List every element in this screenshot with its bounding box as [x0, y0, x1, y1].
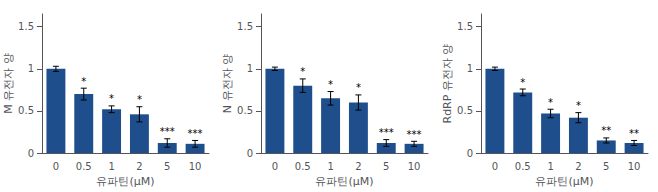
svg-text:1: 1 — [547, 161, 553, 172]
svg-text:0: 0 — [467, 148, 473, 159]
svg-text:1: 1 — [467, 63, 473, 74]
svg-text:유파틴(μM): 유파틴(μM) — [535, 175, 593, 188]
svg-text:유파틴(μM): 유파틴(μM) — [96, 175, 154, 188]
svg-text:*: * — [520, 77, 525, 88]
svg-text:1: 1 — [28, 63, 34, 74]
svg-text:0.5: 0.5 — [237, 105, 253, 116]
svg-text:10: 10 — [628, 161, 641, 172]
svg-text:RdRP 유전자 양: RdRP 유전자 양 — [441, 44, 454, 124]
svg-text:**: ** — [629, 128, 639, 139]
svg-text:2: 2 — [136, 161, 142, 172]
svg-text:0.5: 0.5 — [457, 105, 473, 116]
svg-text:0.5: 0.5 — [295, 161, 311, 172]
svg-text:1.5: 1.5 — [457, 21, 473, 32]
svg-text:2: 2 — [575, 161, 581, 172]
svg-text:*: * — [328, 79, 333, 90]
svg-text:***: *** — [188, 128, 203, 139]
svg-text:M 유전자 양: M 유전자 양 — [2, 53, 15, 113]
svg-text:유파틴(μM): 유파틴(μM) — [315, 175, 373, 188]
svg-text:10: 10 — [408, 161, 421, 172]
svg-text:*: * — [576, 100, 581, 111]
svg-text:0: 0 — [53, 161, 59, 172]
svg-text:1.5: 1.5 — [237, 21, 253, 32]
svg-text:0: 0 — [247, 148, 253, 159]
svg-text:1: 1 — [247, 63, 253, 74]
svg-text:0: 0 — [272, 161, 278, 172]
svg-text:0.5: 0.5 — [18, 105, 34, 116]
svg-text:5: 5 — [603, 161, 609, 172]
svg-text:2: 2 — [355, 161, 361, 172]
svg-text:*: * — [300, 66, 305, 77]
svg-text:*: * — [137, 94, 142, 105]
svg-text:N 유전자 양: N 유전자 양 — [221, 54, 234, 113]
svg-text:*: * — [548, 97, 553, 108]
svg-text:5: 5 — [164, 161, 170, 172]
svg-text:*: * — [81, 76, 86, 87]
svg-text:1: 1 — [327, 161, 333, 172]
svg-text:***: *** — [379, 127, 394, 138]
svg-text:10: 10 — [189, 161, 202, 172]
svg-text:1: 1 — [108, 161, 114, 172]
svg-text:***: *** — [407, 129, 422, 140]
svg-text:0: 0 — [28, 148, 34, 159]
svg-text:5: 5 — [383, 161, 389, 172]
svg-text:0: 0 — [492, 161, 498, 172]
svg-text:0.5: 0.5 — [515, 161, 531, 172]
svg-text:**: ** — [601, 125, 611, 136]
svg-text:1.5: 1.5 — [18, 21, 34, 32]
svg-text:*: * — [109, 93, 114, 104]
svg-text:0.5: 0.5 — [76, 161, 92, 172]
svg-text:***: *** — [160, 126, 175, 137]
svg-text:*: * — [356, 82, 361, 93]
